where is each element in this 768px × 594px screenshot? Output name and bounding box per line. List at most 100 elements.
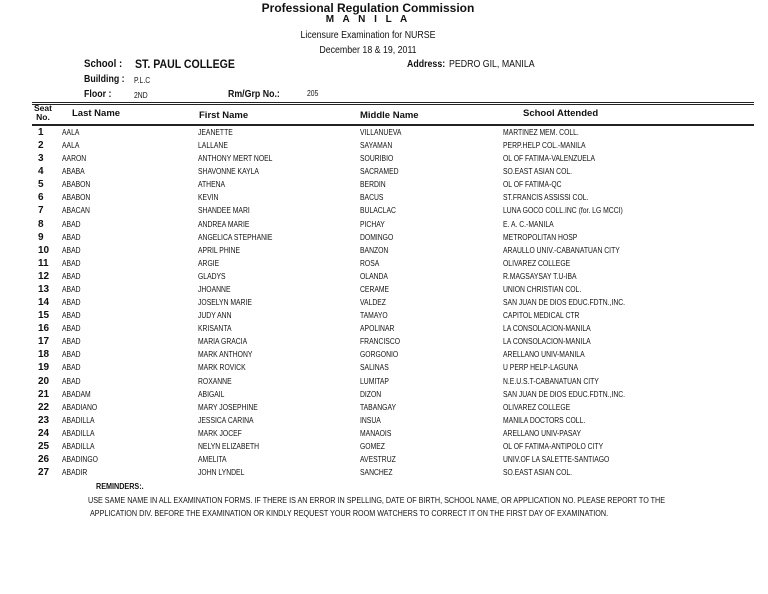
seat-number: 24 [38, 427, 50, 439]
first-name: LALLANE [198, 141, 228, 151]
last-name: ABADAM [62, 389, 91, 399]
address-value: PEDRO GIL, MANILA [449, 59, 535, 70]
exam-date: December 18 & 19, 2011 [319, 45, 417, 56]
first-name: JUDY ANN [198, 311, 232, 321]
middle-name: OLANDA [360, 271, 388, 281]
seat-number: 12 [38, 270, 50, 282]
table-row: 8 ABAD ANDREA MARIE PICHAY E. A. C.-MANILA [0, 218, 768, 233]
first-name: MARK ANTHONY [198, 350, 253, 360]
school-attended: R.MAGSAYSAY T.U-IBA [503, 271, 577, 281]
seat-number: 27 [38, 467, 50, 479]
divider [32, 124, 754, 126]
table-row: 5 ABABON ATHENA BERDIN OL OF FATIMA-QC [0, 179, 768, 193]
middle-name: GORGONIO [360, 350, 399, 360]
seat-number: 10 [38, 244, 50, 256]
school-attended: UNION CHRISTIAN COL. [503, 284, 582, 294]
school-label: School : [84, 58, 123, 70]
school-attended: SO.EAST ASIAN COL. [503, 468, 573, 478]
middle-name: DOMINGO [360, 232, 394, 242]
first-name: MARY JOSEPHINE [198, 402, 258, 412]
table-row: 19 ABAD MARK ROVICK SALINAS U PERP HELP-LAGU… [0, 362, 768, 376]
school-attended: SAN JUAN DE DIOS EDUC.FDTN.,INC. [503, 389, 626, 399]
table-row: 22 ABADIANO MARY JOSEPHINE TABANGAY OLIVAREZ… [0, 402, 768, 416]
middle-name: BERDIN [360, 180, 386, 190]
school-attended: LUNA GOCO COLL.INC (for. LG MCCI) [503, 206, 623, 216]
last-name: ABADILLA [62, 428, 95, 438]
first-name: KEVIN [198, 193, 219, 203]
school-attended: OLIVAREZ COLLEGE [503, 258, 571, 268]
seat-number: 11 [38, 257, 49, 269]
col-first-name: First Name [199, 110, 249, 121]
last-name: ABAD [62, 324, 81, 334]
first-name: MARK ROVICK [198, 363, 246, 373]
table-row: 14 ABAD JOSELYN MARIE VALDEZ SAN JUAN DE DIO… [0, 297, 768, 311]
middle-name: TAMAYO [360, 311, 388, 321]
school-attended: ARELLANO UNIV-PASAY [503, 428, 581, 438]
table-row: 23 ABADILLA JESSICA CARINA INSUA MANILA DOCT… [0, 415, 768, 429]
last-name: ABABON [62, 180, 91, 190]
reminders-line-1: USE SAME NAME IN ALL EXAMINATION FORMS. … [88, 496, 666, 505]
table-row: 7 ABACAN SHANDEE MARI BULACLAC LUNA GOCO COL… [0, 205, 768, 219]
middle-name: SACRAMED [360, 167, 399, 177]
seat-number: 17 [38, 336, 50, 348]
table-row: 15 ABAD JUDY ANN TAMAYO CAPITOL MEDICAL CTR [0, 310, 768, 324]
middle-name: LUMITAP [360, 376, 389, 386]
table-row: 13 ABAD JHOANNE CERAME UNION CHRISTIAN COL. [0, 283, 768, 298]
first-name: NELYN ELIZABETH [198, 441, 260, 451]
table-row: 24 ABADILLA MARK JOCEF MANAOIS ARELLANO UNIV… [0, 427, 768, 442]
school-attended: SO.EAST ASIAN COL. [503, 167, 573, 177]
first-name: JOHN LYNDEL [198, 468, 245, 478]
first-name: AMELITA [198, 455, 227, 464]
school-attended: U PERP HELP-LAGUNA [503, 363, 579, 373]
first-name: SHANDEE MARI [198, 206, 250, 216]
city: M A N I L A [325, 14, 411, 25]
middle-name: SANCHEZ [360, 468, 393, 478]
table-row: 27 ABADIR JOHN LYNDEL SANCHEZ SO.EAST ASIAN … [0, 467, 768, 481]
first-name: MARIA GRACIA [198, 337, 248, 347]
table-row: 2 AALA LALLANE SAYAMAN PERP.HELP COL.-MANILA [0, 140, 768, 154]
school-attended: CAPITOL MEDICAL CTR [503, 311, 580, 321]
middle-name: SOURIBIO [360, 154, 394, 164]
first-name: ROXANNE [198, 376, 232, 386]
first-name: JHOANNE [198, 284, 231, 294]
last-name: ABAD [62, 258, 81, 268]
middle-name: TABANGAY [360, 402, 397, 412]
last-name: ABAD [62, 219, 81, 229]
room-value: 205 [307, 89, 319, 98]
first-name: ANTHONY MERT NOEL [198, 154, 273, 164]
last-name: ABADINGO [62, 455, 98, 464]
table-row: 3 AARON ANTHONY MERT NOEL SOURIBIO OL OF FAT… [0, 153, 768, 167]
middle-name: VILLANUEVA [360, 128, 402, 137]
table-row: 17 ABAD MARIA GRACIA FRANCISCO LA CONSOLACIO… [0, 336, 768, 350]
address-label: Address: [407, 59, 446, 70]
seat-number: 15 [38, 310, 50, 322]
middle-name: BACUS [360, 193, 384, 203]
reminders-line-2: APPLICATION DIV. BEFORE THE EXAMINATION … [90, 509, 609, 518]
seat-number: 26 [38, 454, 50, 465]
school-attended: N.E.U.S.T-CABANATUAN CITY [503, 376, 599, 386]
table-row: 26 ABADINGO AMELITA AVESTRUZ UNIV.OF LA SALE… [0, 454, 768, 468]
last-name: ABAD [62, 337, 81, 347]
seat-number: 13 [38, 283, 50, 295]
org-title: Professional Regulation Commission [261, 1, 475, 15]
middle-name: ROSA [360, 258, 380, 268]
last-name: ABAD [62, 298, 81, 308]
last-name: ABAD [62, 376, 81, 386]
seat-number: 18 [38, 349, 50, 361]
room-label: Rm/Grp No.: [228, 89, 280, 100]
middle-name: AVESTRUZ [360, 455, 396, 464]
school-attended: E. A. C.-MANILA [503, 219, 554, 229]
seat-number: 8 [38, 218, 44, 230]
last-name: ABADIANO [62, 402, 98, 412]
last-name: ABAD [62, 363, 81, 373]
school-attended: SAN JUAN DE DIOS EDUC.FDTN.,INC. [503, 298, 626, 308]
first-name: ABIGAIL [198, 389, 225, 399]
table-row: 12 ABAD GLADYS OLANDA R.MAGSAYSAY T.U-IBA [0, 270, 768, 285]
middle-name: CERAME [360, 284, 390, 294]
middle-name: SALINAS [360, 363, 389, 373]
col-middle-name: Middle Name [360, 110, 419, 121]
middle-name: DIZON [360, 389, 382, 399]
col-seat: Seat No. [34, 103, 52, 122]
table-row: 16 ABAD KRISANTA APOLINAR LA CONSOLACION-MAN… [0, 323, 768, 337]
seat-number: 25 [38, 440, 50, 452]
